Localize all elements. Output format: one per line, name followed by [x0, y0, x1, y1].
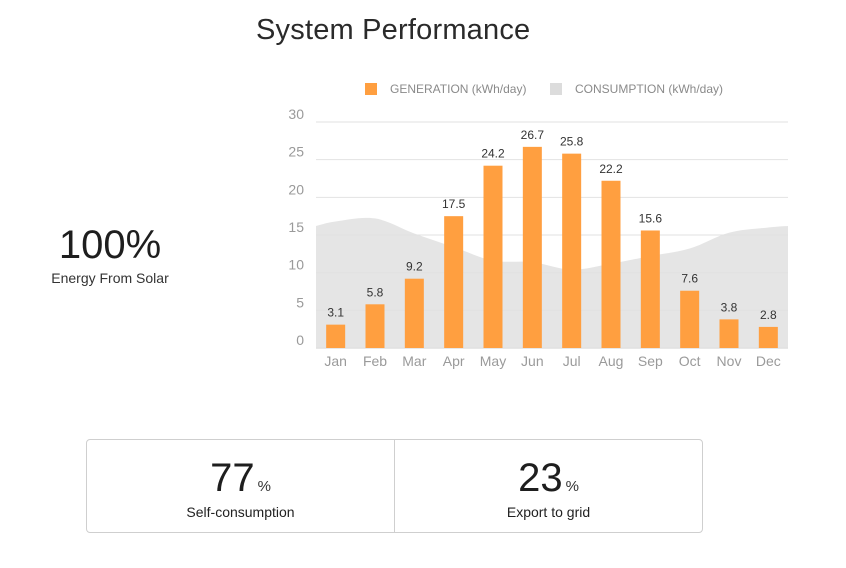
bar-jul	[562, 153, 582, 348]
legend-swatch-consumption	[550, 83, 562, 95]
x-tick-label: Nov	[717, 353, 742, 369]
y-tick-label: 10	[288, 257, 304, 273]
x-tick-label: Sep	[638, 353, 663, 369]
y-tick-label: 30	[288, 106, 304, 122]
export-to-grid-value: 23	[518, 456, 563, 500]
stats-panel: 77% Self-consumption 23% Export to grid	[86, 439, 703, 533]
legend-label-consumption: CONSUMPTION (kWh/day)	[575, 82, 723, 96]
solar-label: Energy From Solar	[51, 270, 169, 286]
page-title: System Performance	[256, 14, 531, 46]
legend-label-generation: GENERATION (kWh/day)	[390, 82, 526, 96]
y-tick-label: 5	[296, 294, 304, 310]
data-label: 25.8	[560, 135, 584, 149]
x-tick-label: Mar	[402, 353, 426, 369]
self-consumption-card: 77% Self-consumption	[87, 440, 394, 532]
bar-feb	[365, 304, 385, 348]
y-tick-label: 15	[288, 219, 304, 235]
bar-aug	[601, 180, 621, 348]
bar-may	[483, 165, 503, 348]
data-label: 26.7	[521, 128, 545, 142]
data-label: 3.8	[721, 300, 738, 314]
data-label: 22.2	[599, 162, 623, 176]
bar-jan	[326, 324, 346, 348]
x-tick-label: May	[480, 353, 506, 369]
bar-oct	[680, 290, 700, 348]
y-tick-label: 25	[288, 144, 304, 160]
x-tick-label: Jun	[521, 353, 544, 369]
solar-percentage: 100%	[58, 223, 162, 267]
data-label: 17.5	[442, 197, 466, 211]
performance-chart: 0 5 10 15 20 25 30 3.1 5.8 9.2 17.5 24.2 26.7 25.8 22.…	[288, 82, 788, 369]
data-label: 5.8	[367, 285, 384, 299]
consumption-area	[316, 217, 788, 348]
export-to-grid-card: 23% Export to grid	[394, 440, 702, 532]
energy-from-solar: 100% Energy From Solar	[40, 222, 180, 286]
data-label: 2.8	[760, 308, 777, 322]
data-label: 9.2	[406, 260, 423, 274]
self-consumption-label: Self-consumption	[186, 504, 295, 520]
legend-swatch-generation	[365, 83, 377, 95]
data-label: 24.2	[481, 147, 505, 161]
self-consumption-value: 77	[210, 456, 255, 500]
bar-apr	[444, 216, 464, 348]
bar-mar	[404, 278, 424, 348]
data-label: 15.6	[639, 211, 663, 225]
x-tick-label: Apr	[443, 353, 465, 369]
bar-sep	[640, 230, 660, 348]
x-tick-label: Dec	[756, 353, 781, 369]
bar-dec	[758, 326, 778, 348]
y-tick-label: 0	[296, 332, 304, 348]
y-tick-label: 20	[288, 181, 304, 197]
bar-nov	[719, 319, 739, 348]
self-consumption-unit: %	[257, 478, 271, 495]
x-tick-label: Jan	[324, 353, 347, 369]
x-tick-label: Oct	[679, 353, 701, 369]
x-tick-label: Feb	[363, 353, 387, 369]
export-to-grid-label: Export to grid	[506, 504, 591, 520]
data-label: 3.1	[327, 306, 344, 320]
x-tick-label: Aug	[599, 353, 624, 369]
data-label: 7.6	[681, 272, 698, 286]
bar-jun	[522, 146, 542, 348]
export-to-grid-unit: %	[565, 478, 579, 495]
x-tick-label: Jul	[563, 353, 581, 369]
